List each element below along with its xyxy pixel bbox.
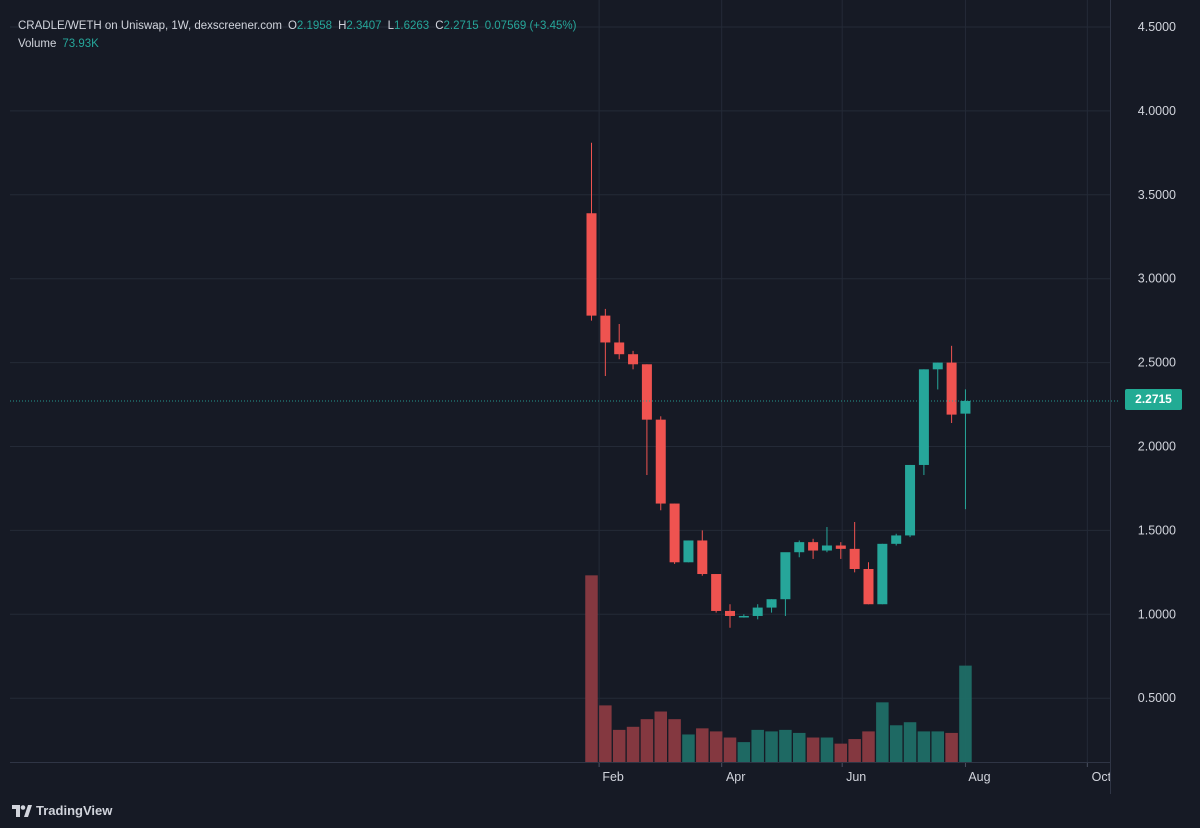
volume-bar [862, 731, 875, 762]
grid-layer [10, 0, 1110, 762]
candle-body [918, 369, 929, 465]
volume-bar [599, 705, 612, 762]
candle-body [725, 610, 735, 616]
candle-body [794, 542, 805, 553]
close-label: C [435, 20, 444, 32]
volume-row: Volume 73.93K [18, 35, 576, 53]
y-tick-label: 0.5000 [1138, 691, 1176, 705]
y-tick-label: 1.0000 [1138, 607, 1176, 621]
volume-bar [945, 732, 958, 762]
candle-body [697, 540, 708, 575]
candle-body [960, 400, 971, 414]
symbol-title: CRADLE/WETH on Uniswap, 1W, dexscreener.… [18, 20, 282, 32]
candle-body [586, 213, 597, 316]
candle-body [780, 552, 791, 600]
candle-body [600, 315, 611, 343]
candle-body [849, 548, 860, 569]
low-label: L [387, 20, 394, 32]
change-value: 0.07569 (+3.45%) [484, 20, 577, 32]
y-tick-label: 4.5000 [1138, 20, 1176, 34]
volume-bar [682, 734, 695, 762]
x-tick-label: Aug [968, 770, 990, 784]
volume-bar [793, 732, 806, 762]
candle-body [877, 543, 888, 605]
x-tick-label: Apr [726, 770, 745, 784]
y-tick-label: 3.5000 [1138, 188, 1176, 202]
candle-body [752, 607, 763, 616]
volume-bar [696, 728, 709, 762]
candle-body [628, 354, 639, 365]
candle-body [738, 615, 749, 618]
volume-bar [959, 665, 972, 762]
last-price-label: 2.2715 [1125, 389, 1182, 410]
x-tick-label: Oct [1092, 770, 1112, 784]
volume-bar [709, 731, 723, 762]
candle-body [821, 545, 832, 551]
volume-bar [668, 719, 681, 762]
footer: TradingView [0, 794, 1200, 828]
open-value: 2.1958 [296, 20, 333, 32]
candle-body [835, 545, 846, 549]
y-tick-label: 2.0000 [1138, 440, 1176, 454]
volume-bar [626, 726, 640, 762]
volume-bar [889, 725, 903, 762]
close-value: 2.2715 [443, 20, 479, 32]
volume-bar [931, 731, 944, 762]
open-label: O [287, 20, 297, 32]
volume-bar [640, 719, 654, 762]
candle-body [946, 362, 957, 415]
y-tick-label: 1.5000 [1138, 523, 1176, 537]
candle-layer [586, 142, 971, 628]
ohlc-row: CRADLE/WETH on Uniswap, 1W, dexscreener.… [18, 17, 576, 35]
volume-label: Volume [18, 38, 57, 50]
volume-bar [654, 711, 667, 762]
volume-bar [917, 731, 931, 762]
tradingview-icon [12, 804, 32, 817]
volume-bar [612, 729, 626, 762]
volume-bar [751, 729, 764, 762]
candle-body [808, 542, 819, 551]
candle-body [711, 574, 722, 611]
y-tick-label: 4.0000 [1138, 104, 1176, 118]
tradingview-brand: TradingView [36, 803, 113, 818]
volume-bar [903, 722, 917, 762]
candle-body [641, 364, 652, 420]
x-tick-label: Feb [602, 770, 624, 784]
candle-body [905, 464, 916, 536]
candle-body [891, 535, 902, 544]
candle-body [683, 540, 694, 563]
y-tick-label: 2.5000 [1138, 356, 1176, 370]
volume-bar [876, 702, 889, 762]
candle-body [669, 503, 680, 563]
volume-bar [723, 737, 737, 762]
y-tick-label: 3.0000 [1138, 272, 1176, 286]
volume-bar [806, 737, 820, 762]
candle-body [766, 599, 777, 608]
volume-layer [585, 575, 972, 762]
high-value: 2.3407 [346, 20, 382, 32]
candle-body [655, 419, 666, 504]
low-value: 1.6263 [394, 20, 430, 32]
volume-bar [737, 742, 751, 762]
volume-bar [585, 575, 598, 762]
volume-bar [848, 739, 861, 762]
high-label: H [338, 20, 347, 32]
volume-bar [834, 743, 848, 762]
axis-layer: 4.5000 4.0000 3.5000 3.0000 2.5000 2.0000 1.50… [0, 0, 1200, 795]
x-tick-label: Jun [846, 770, 866, 784]
candle-body [863, 568, 874, 605]
tradingview-logo[interactable]: TradingView [12, 803, 112, 818]
candle-body [932, 362, 943, 370]
volume-bar [765, 731, 778, 762]
volume-bar [820, 737, 834, 762]
volume-value: 73.93K [62, 38, 99, 50]
volume-bar [779, 729, 792, 762]
chart-legend: CRADLE/WETH on Uniswap, 1W, dexscreener.… [18, 17, 576, 53]
candle-body [614, 342, 625, 355]
